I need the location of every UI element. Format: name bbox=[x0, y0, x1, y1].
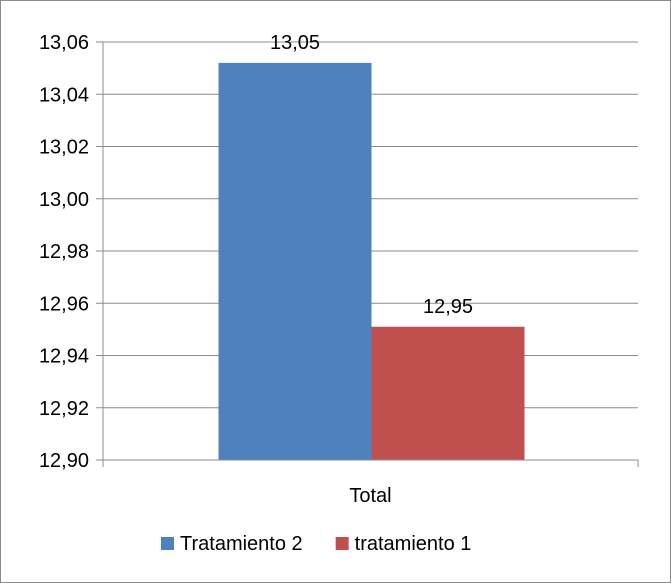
legend-label: tratamiento 1 bbox=[355, 533, 472, 555]
data-label: 13,05 bbox=[270, 32, 320, 54]
x-tick-label: Total bbox=[349, 485, 391, 507]
y-tick-label: 12,90 bbox=[39, 450, 89, 472]
y-tick-label: 13,02 bbox=[39, 137, 89, 159]
x-axis-tick-labels: Total bbox=[349, 485, 391, 507]
legend-swatch bbox=[335, 537, 349, 550]
y-tick-label: 13,06 bbox=[39, 32, 89, 54]
legend-label: Tratamiento 2 bbox=[180, 533, 303, 555]
y-tick-label: 13,00 bbox=[39, 189, 89, 211]
y-tick-label: 12,98 bbox=[39, 241, 89, 263]
y-tick-label: 12,94 bbox=[39, 346, 89, 368]
axes bbox=[102, 42, 639, 467]
legend-swatch bbox=[161, 537, 174, 550]
y-tick-label: 12,96 bbox=[39, 293, 89, 315]
y-axis-tick-labels: 12,90 12,92 12,94 12,96 12,98 13,00 13,02 13,04… bbox=[39, 32, 89, 472]
legend: Tratamiento 2 tratamiento 1 bbox=[161, 533, 471, 555]
y-tick-label: 12,92 bbox=[39, 398, 89, 420]
bar-tratamiento-1 bbox=[371, 326, 525, 460]
data-labels: 13,05 12,95 bbox=[270, 32, 473, 318]
y-tick-label: 13,04 bbox=[39, 84, 89, 106]
bars bbox=[218, 62, 525, 461]
data-label: 12,95 bbox=[423, 296, 473, 318]
bar-tratamiento-2 bbox=[218, 62, 372, 461]
